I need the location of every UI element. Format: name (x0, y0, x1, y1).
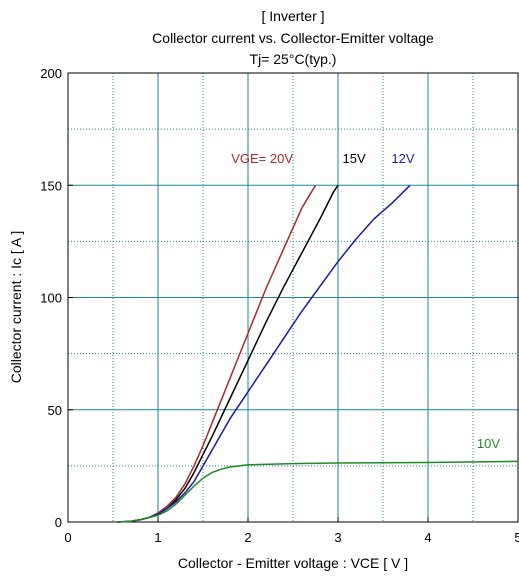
minor-grid (68, 73, 518, 522)
x-tick-label: 4 (424, 530, 431, 545)
major-grid (68, 73, 518, 522)
axis-ticks (67, 72, 519, 523)
series-label-2: 15V (343, 151, 366, 166)
x-tick-label: 1 (154, 530, 161, 545)
y-axis-label: Collector current : Ic [ A ] (8, 231, 24, 384)
y-tick-label: 50 (48, 403, 62, 418)
series-label-4: 10V (477, 436, 500, 451)
series-line-4 (117, 460, 519, 523)
x-axis-label: Collector - Emitter voltage : VCE [ V ] (178, 555, 408, 571)
x-tick-label: 2 (244, 530, 251, 545)
series-labels: VGE= 20V 15V 12V 10V (231, 151, 500, 451)
series-label-3: 12V (391, 151, 414, 166)
x-tick-labels: 0 1 2 3 4 5 (64, 530, 519, 545)
chart-title: [ Inverter ] Collector current vs. Colle… (152, 8, 434, 67)
x-tick-label: 0 (64, 530, 71, 545)
x-tick-label: 5 (514, 530, 519, 545)
y-tick-label: 200 (40, 66, 62, 81)
title-line-3: Tj= 25°C(typ.) (250, 51, 337, 67)
series-label-1: VGE= 20V (231, 151, 293, 166)
series-lines (117, 184, 519, 523)
y-tick-label: 150 (40, 178, 62, 193)
y-tick-label: 100 (40, 291, 62, 306)
title-line-2: Collector current vs. Collector-Emitter … (152, 30, 434, 46)
y-tick-labels: 0 50 100 150 200 (40, 66, 62, 530)
y-tick-label: 0 (55, 515, 62, 530)
x-tick-label: 3 (334, 530, 341, 545)
title-line-1: [ Inverter ] (261, 8, 324, 24)
